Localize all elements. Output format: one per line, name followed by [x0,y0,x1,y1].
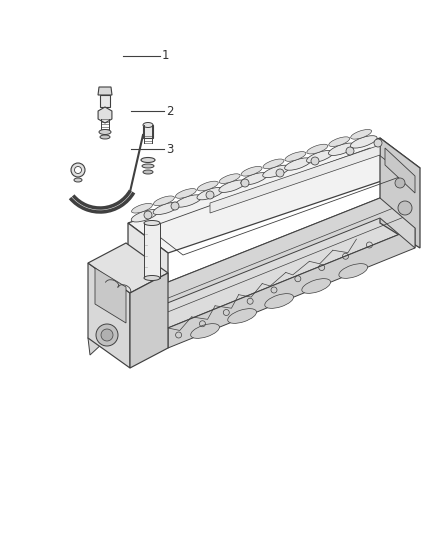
Ellipse shape [328,143,355,156]
Ellipse shape [329,137,350,147]
Ellipse shape [241,166,262,176]
Polygon shape [128,198,415,328]
Polygon shape [210,145,380,213]
Ellipse shape [350,136,377,148]
Ellipse shape [302,279,331,293]
Circle shape [395,178,405,188]
Ellipse shape [141,157,155,163]
Circle shape [71,163,85,177]
Polygon shape [143,125,153,138]
Ellipse shape [143,123,153,127]
Ellipse shape [339,264,367,278]
Ellipse shape [144,221,160,225]
Circle shape [96,324,118,346]
Ellipse shape [144,276,160,280]
Circle shape [74,166,81,174]
Polygon shape [168,228,415,348]
Ellipse shape [351,130,371,139]
Circle shape [171,202,179,210]
Circle shape [346,147,354,155]
Ellipse shape [263,159,284,168]
Text: 2: 2 [166,106,174,118]
Polygon shape [88,263,130,368]
Circle shape [311,157,319,165]
Polygon shape [100,95,110,107]
Circle shape [276,169,284,177]
Ellipse shape [153,202,180,215]
Polygon shape [88,243,168,293]
Text: 1: 1 [162,50,170,62]
Ellipse shape [153,196,174,206]
Polygon shape [128,138,420,253]
Ellipse shape [228,309,257,324]
Ellipse shape [263,165,290,177]
Ellipse shape [142,164,154,168]
Ellipse shape [285,151,306,161]
Circle shape [101,329,113,341]
Polygon shape [128,223,168,328]
Polygon shape [98,87,112,95]
Circle shape [144,211,152,219]
Ellipse shape [197,188,224,200]
Polygon shape [98,107,112,123]
Polygon shape [385,148,415,193]
Ellipse shape [307,150,333,163]
Text: 3: 3 [166,143,174,156]
Ellipse shape [99,130,111,134]
Ellipse shape [241,173,268,185]
Ellipse shape [265,294,293,309]
Ellipse shape [143,170,153,174]
Polygon shape [88,198,415,355]
Polygon shape [144,223,160,278]
Ellipse shape [131,209,158,222]
Ellipse shape [74,178,82,182]
Ellipse shape [307,144,328,154]
Circle shape [241,179,249,187]
Ellipse shape [219,174,240,183]
Circle shape [398,201,412,215]
Ellipse shape [131,204,152,213]
Ellipse shape [191,324,219,338]
Circle shape [206,191,214,199]
Polygon shape [70,190,134,212]
Circle shape [374,139,382,147]
Polygon shape [130,273,168,368]
Ellipse shape [100,135,110,139]
Ellipse shape [197,181,218,191]
Polygon shape [95,268,126,323]
Ellipse shape [219,180,246,192]
Ellipse shape [175,195,202,207]
Ellipse shape [175,189,196,198]
Ellipse shape [285,158,311,170]
Polygon shape [380,138,420,248]
